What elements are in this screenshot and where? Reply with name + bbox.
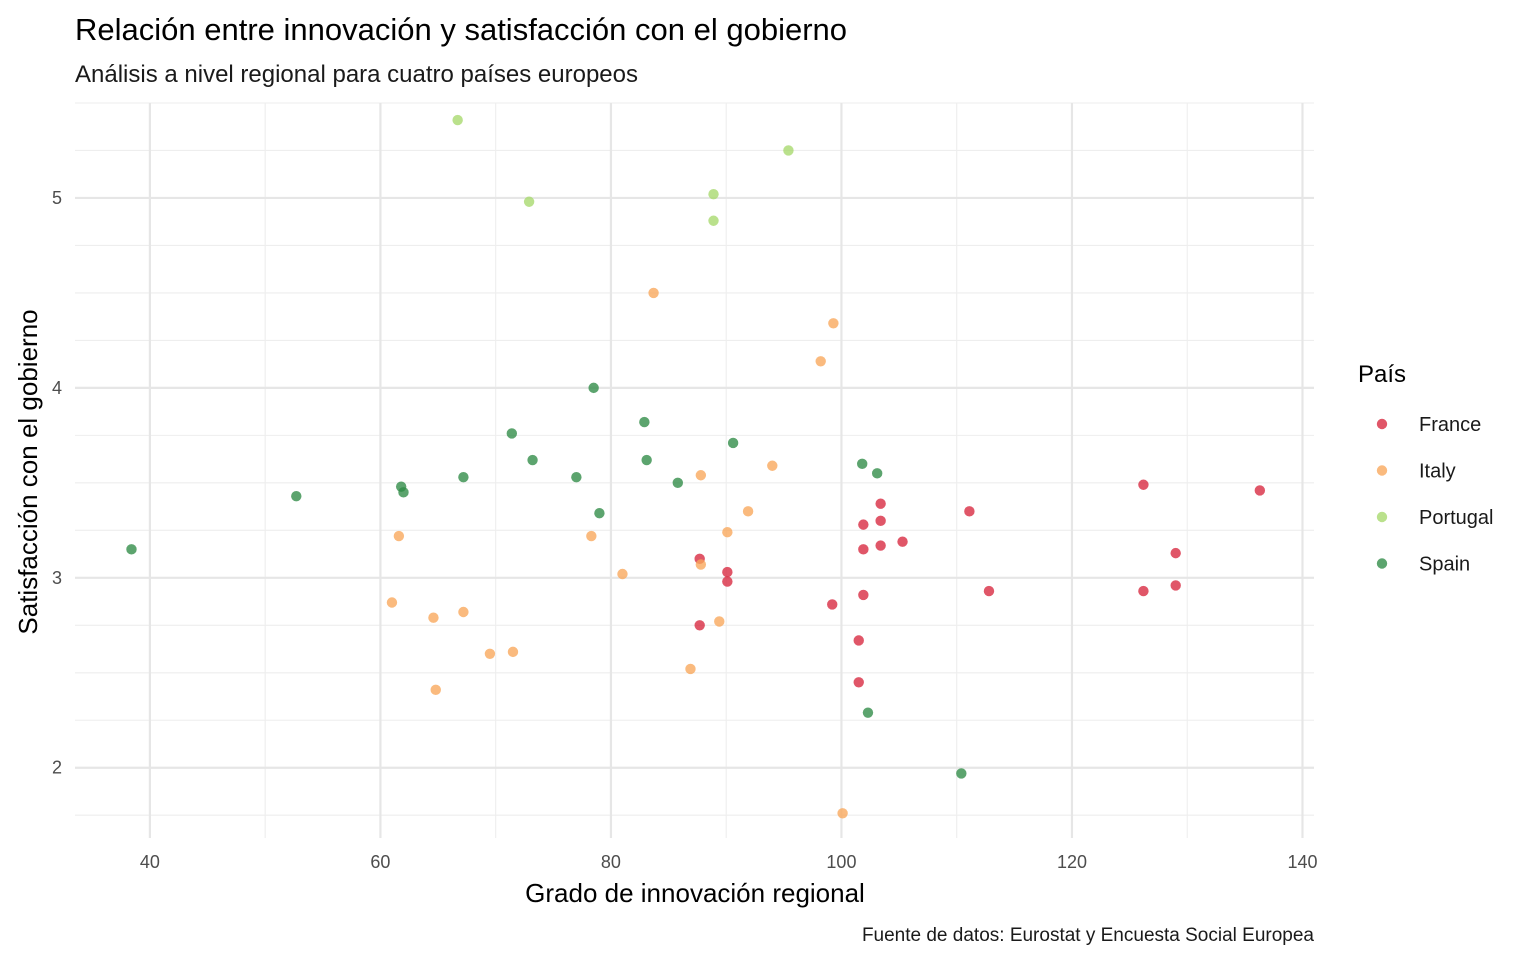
point-france bbox=[1170, 547, 1181, 559]
legend-items: France Italy Portugal Spain bbox=[1376, 414, 1494, 576]
point-italy bbox=[722, 527, 733, 538]
point-portugal bbox=[523, 196, 535, 207]
point-spain bbox=[458, 471, 469, 483]
point-france bbox=[827, 599, 838, 610]
x-tick-label: 100 bbox=[826, 852, 856, 872]
point-italy bbox=[695, 559, 707, 570]
legend-label-italy: Italy bbox=[1419, 461, 1456, 483]
point-italy bbox=[837, 808, 848, 819]
point-italy bbox=[430, 684, 441, 696]
chart-subtitle: Análisis a nivel regional para cuatro pa… bbox=[75, 61, 638, 88]
point-france bbox=[1138, 585, 1149, 597]
legend-key-italy bbox=[1376, 465, 1388, 476]
point-italy bbox=[685, 663, 696, 675]
x-tick-label: 60 bbox=[370, 852, 390, 872]
point-france bbox=[853, 635, 864, 646]
point-spain bbox=[871, 468, 883, 479]
legend-key-spain bbox=[1376, 558, 1388, 569]
point-france bbox=[983, 585, 995, 597]
point-spain bbox=[594, 508, 605, 519]
point-france bbox=[964, 506, 975, 517]
point-italy bbox=[695, 470, 707, 481]
point-italy bbox=[507, 646, 519, 658]
point-italy bbox=[586, 530, 597, 542]
point-france bbox=[1138, 479, 1149, 490]
legend-title: País bbox=[1358, 361, 1406, 388]
legend-label-portugal: Portugal bbox=[1419, 507, 1494, 529]
point-france bbox=[858, 519, 869, 530]
point-spain bbox=[639, 416, 650, 428]
point-spain bbox=[672, 477, 683, 489]
point-portugal bbox=[783, 145, 794, 156]
point-france bbox=[1170, 580, 1181, 591]
legend-key-france bbox=[1376, 418, 1388, 430]
legend-label-france: France bbox=[1419, 414, 1481, 436]
point-italy bbox=[714, 616, 725, 627]
point-spain bbox=[398, 487, 409, 498]
y-tick-label: 5 bbox=[52, 188, 62, 208]
point-spain bbox=[291, 490, 302, 502]
point-spain bbox=[862, 707, 874, 718]
point-spain bbox=[571, 471, 582, 483]
point-italy bbox=[815, 356, 826, 367]
point-italy bbox=[393, 530, 405, 542]
point-france bbox=[722, 566, 733, 578]
point-spain bbox=[856, 458, 868, 470]
x-axis-ticks: 40 60 80 100 120 140 bbox=[140, 852, 1318, 872]
point-france bbox=[853, 677, 864, 688]
x-axis-title: Grado de innovación regional bbox=[525, 878, 865, 908]
point-portugal bbox=[708, 188, 719, 200]
point-france bbox=[858, 589, 869, 601]
point-italy bbox=[484, 648, 496, 659]
point-italy bbox=[386, 597, 398, 608]
point-france bbox=[1254, 485, 1266, 496]
point-spain bbox=[506, 428, 518, 439]
point-italy bbox=[458, 606, 469, 618]
legend-key-portugal bbox=[1376, 511, 1388, 523]
point-italy bbox=[742, 506, 754, 517]
point-portugal bbox=[708, 215, 719, 226]
point-spain bbox=[588, 382, 599, 394]
legend-label-spain: Spain bbox=[1419, 554, 1470, 576]
plot-grid bbox=[75, 102, 1314, 838]
point-italy bbox=[428, 612, 439, 623]
y-tick-label: 4 bbox=[52, 378, 62, 398]
point-italy bbox=[828, 318, 839, 329]
point-france bbox=[875, 540, 886, 551]
y-axis-title: Satisfacción con el gobierno bbox=[13, 309, 43, 634]
x-tick-label: 40 bbox=[140, 852, 160, 872]
point-spain bbox=[126, 544, 137, 555]
plot-points bbox=[126, 114, 1266, 819]
point-spain bbox=[641, 454, 652, 466]
point-spain bbox=[727, 437, 739, 449]
x-tick-label: 120 bbox=[1057, 852, 1087, 872]
point-italy bbox=[648, 287, 659, 299]
point-spain bbox=[527, 454, 538, 466]
y-axis-ticks: 2 3 4 5 bbox=[52, 188, 62, 778]
point-france bbox=[897, 536, 908, 547]
point-france bbox=[875, 498, 886, 509]
chart-title: Relación entre innovación y satisfacción… bbox=[75, 12, 847, 47]
point-portugal bbox=[452, 114, 463, 126]
legend: País France Italy Portugal Spain bbox=[1358, 361, 1494, 576]
x-tick-label: 140 bbox=[1287, 852, 1317, 872]
point-italy bbox=[767, 460, 778, 471]
y-tick-label: 3 bbox=[52, 568, 62, 588]
point-france bbox=[694, 620, 705, 631]
chart-caption: Fuente de datos: Eurostat y Encuesta Soc… bbox=[862, 925, 1314, 946]
x-tick-label: 80 bbox=[601, 852, 621, 872]
point-italy bbox=[617, 568, 628, 580]
point-france bbox=[875, 515, 886, 527]
y-tick-label: 2 bbox=[52, 758, 62, 778]
point-spain bbox=[956, 768, 967, 779]
point-france bbox=[722, 576, 733, 587]
point-france bbox=[858, 544, 869, 555]
